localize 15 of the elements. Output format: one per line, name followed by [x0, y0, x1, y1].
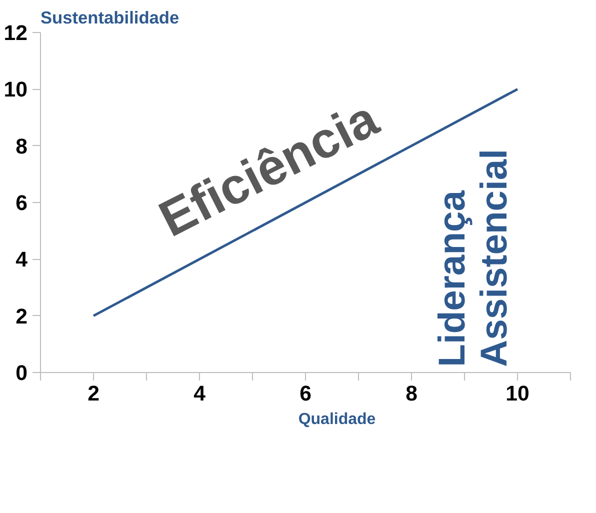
- y-tick-label: 0: [16, 361, 28, 385]
- y-tick-label: 6: [16, 191, 28, 215]
- text: Qualidade: [298, 411, 376, 429]
- x-tick-label: 2: [88, 382, 100, 406]
- y-tick-label: 12: [4, 21, 28, 45]
- y-tick-label: 10: [4, 78, 28, 102]
- annotation: Liderança Assistencial: [430, 148, 514, 367]
- y-axis-title: Sustentabilidade: [40, 8, 180, 28]
- y-tick-label: 2: [16, 304, 28, 328]
- y-tick-label: 4: [16, 248, 28, 272]
- x-tick-label: 8: [406, 382, 418, 406]
- y-tick-label: 8: [16, 134, 28, 158]
- x-tick-label: 6: [300, 382, 312, 406]
- x-tick-label: 4: [194, 382, 206, 406]
- x-tick-label: 10: [506, 382, 530, 406]
